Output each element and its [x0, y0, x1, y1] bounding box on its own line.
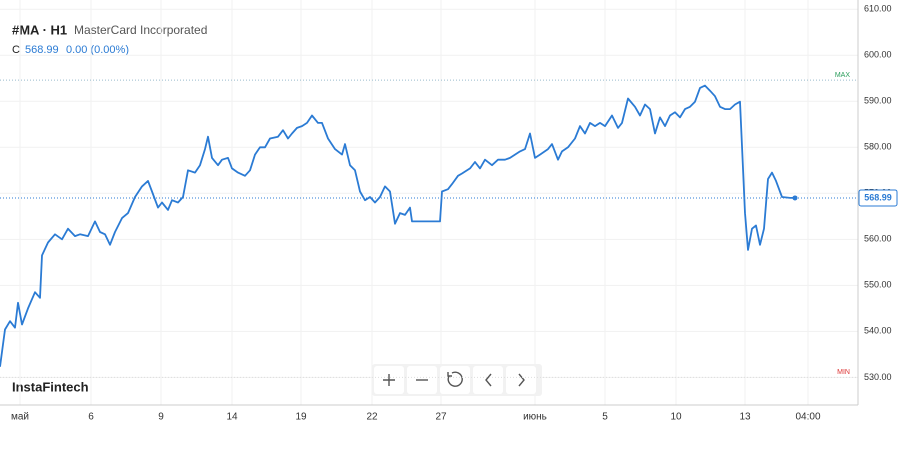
x-tick-label: 6 — [88, 412, 94, 423]
reset[interactable] — [440, 366, 470, 394]
scroll-right[interactable] — [506, 366, 536, 394]
x-tick-label: 14 — [226, 412, 238, 423]
y-tick-label: 530.00 — [864, 372, 892, 382]
y-tick-label: 550.00 — [864, 280, 892, 290]
x-tick-label: 5 — [602, 412, 608, 423]
x-tick-label: 10 — [670, 412, 682, 423]
scroll-left[interactable] — [473, 366, 503, 394]
right-icon — [518, 373, 525, 387]
x-tick-label: 13 — [739, 412, 751, 423]
last-point — [792, 195, 798, 201]
last-price: 568.99 — [25, 44, 59, 56]
x-tick-label: 27 — [435, 412, 447, 423]
y-tick-label: 610.00 — [864, 4, 892, 14]
x-tick-label: 9 — [158, 412, 164, 423]
x-tick-label: 19 — [295, 412, 307, 423]
y-tick-label: 590.00 — [864, 96, 892, 106]
max-label: MAX — [835, 72, 851, 79]
reset-icon — [447, 371, 463, 387]
y-tick-label: 560.00 — [864, 234, 892, 244]
x-tick-label: 04:00 — [795, 412, 820, 423]
toolbar — [372, 364, 542, 396]
price-badge — [858, 189, 898, 207]
zoom-in-icon — [383, 374, 395, 386]
company: MasterCard Incorporated — [74, 23, 207, 37]
brand: InstaFintech — [12, 379, 89, 394]
close-label: C — [12, 44, 20, 56]
y-tick-label: 580.00 — [864, 142, 892, 152]
min-label: MIN — [837, 369, 850, 376]
change: 0.00 (0.00%) — [66, 44, 129, 56]
y-tick-label: 600.00 — [864, 50, 892, 60]
symbol: #MA · H1 — [12, 22, 67, 37]
left-icon — [485, 373, 492, 387]
x-tick-label: июнь — [523, 412, 547, 423]
price-badge-label: 568.99 — [864, 192, 892, 202]
x-tick-label: май — [11, 412, 29, 423]
x-tick-label: 22 — [366, 412, 378, 423]
price-line — [0, 84, 795, 367]
y-tick-label: 540.00 — [864, 326, 892, 336]
